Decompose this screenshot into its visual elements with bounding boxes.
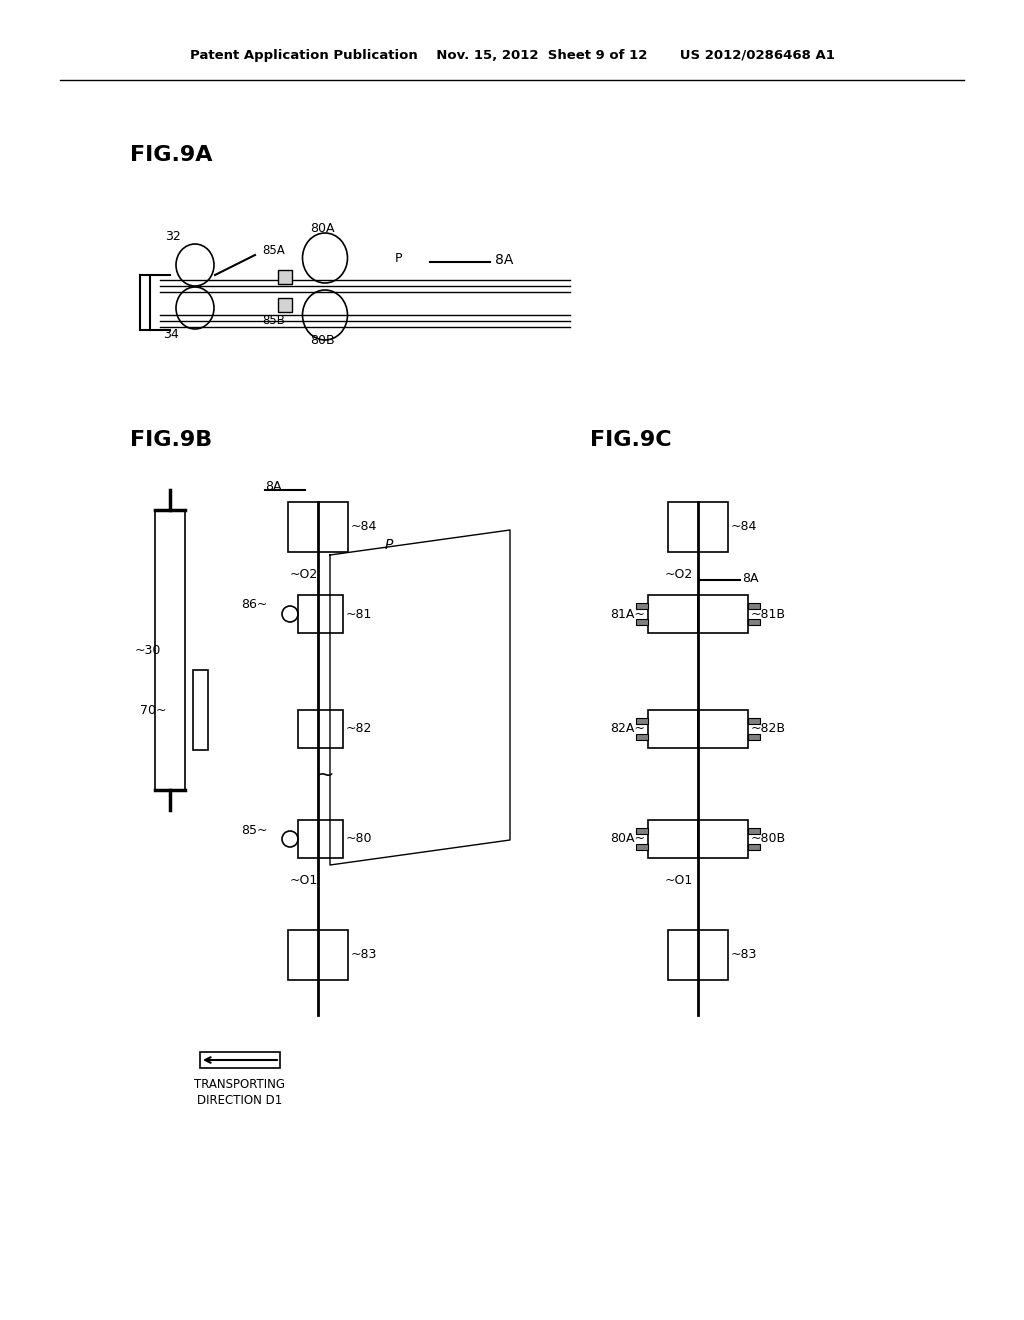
Text: ~: ~: [315, 766, 334, 785]
Text: ~84: ~84: [351, 520, 378, 533]
Bar: [298, 710, 343, 748]
Bar: [636, 843, 648, 850]
Bar: [200, 1052, 280, 1068]
Bar: [748, 718, 760, 723]
Bar: [698, 710, 748, 748]
Text: 8A: 8A: [742, 572, 759, 585]
Text: 85~: 85~: [242, 824, 268, 837]
Bar: [648, 710, 698, 748]
Text: P: P: [385, 539, 393, 552]
Bar: [298, 595, 343, 634]
Text: ~O2: ~O2: [290, 569, 318, 582]
Bar: [298, 820, 343, 858]
Text: ~83: ~83: [351, 949, 378, 961]
Bar: [636, 603, 648, 609]
Text: 81A~: 81A~: [610, 607, 645, 620]
Bar: [748, 619, 760, 624]
Text: FIG.9B: FIG.9B: [130, 430, 212, 450]
Text: ~80B: ~80B: [751, 833, 786, 846]
Bar: [636, 828, 648, 834]
Text: 32: 32: [165, 231, 181, 243]
Bar: [668, 931, 728, 979]
Text: 34: 34: [163, 329, 179, 342]
Text: 70~: 70~: [140, 704, 167, 717]
Text: ~81: ~81: [346, 607, 373, 620]
Text: ~O2: ~O2: [665, 569, 693, 582]
Bar: [278, 298, 292, 312]
Bar: [636, 734, 648, 741]
Bar: [748, 603, 760, 609]
Text: 80A: 80A: [310, 222, 335, 235]
Text: ~84: ~84: [731, 520, 758, 533]
Text: ~83: ~83: [731, 949, 758, 961]
Text: ~82: ~82: [346, 722, 373, 735]
Bar: [648, 820, 698, 858]
Bar: [288, 931, 348, 979]
Bar: [155, 510, 185, 789]
Bar: [748, 843, 760, 850]
Text: 86~: 86~: [242, 598, 268, 611]
Text: FIG.9A: FIG.9A: [130, 145, 213, 165]
Text: DIRECTION D1: DIRECTION D1: [198, 1093, 283, 1106]
Text: ~O1: ~O1: [290, 874, 318, 887]
Text: ~82B: ~82B: [751, 722, 786, 735]
Bar: [748, 734, 760, 741]
Bar: [668, 502, 728, 552]
Text: 85A: 85A: [262, 243, 285, 256]
Bar: [193, 671, 208, 750]
Bar: [648, 595, 698, 634]
Bar: [698, 820, 748, 858]
Text: TRANSPORTING: TRANSPORTING: [195, 1078, 286, 1092]
Bar: [698, 595, 748, 634]
Text: ~80: ~80: [346, 833, 373, 846]
Text: 8A: 8A: [495, 253, 513, 267]
Bar: [636, 619, 648, 624]
Bar: [748, 828, 760, 834]
Text: 80A~: 80A~: [610, 833, 645, 846]
Text: P: P: [395, 252, 402, 264]
Text: 82A~: 82A~: [610, 722, 645, 735]
Text: FIG.9C: FIG.9C: [590, 430, 672, 450]
Text: ~81B: ~81B: [751, 607, 786, 620]
Text: 8A: 8A: [265, 479, 282, 492]
Text: 85B: 85B: [262, 314, 285, 326]
Text: 80B: 80B: [310, 334, 335, 346]
Bar: [636, 718, 648, 723]
Text: ~O1: ~O1: [665, 874, 693, 887]
Text: ~30: ~30: [135, 644, 162, 656]
Bar: [288, 502, 348, 552]
Bar: [278, 271, 292, 284]
Text: Patent Application Publication    Nov. 15, 2012  Sheet 9 of 12       US 2012/028: Patent Application Publication Nov. 15, …: [189, 49, 835, 62]
